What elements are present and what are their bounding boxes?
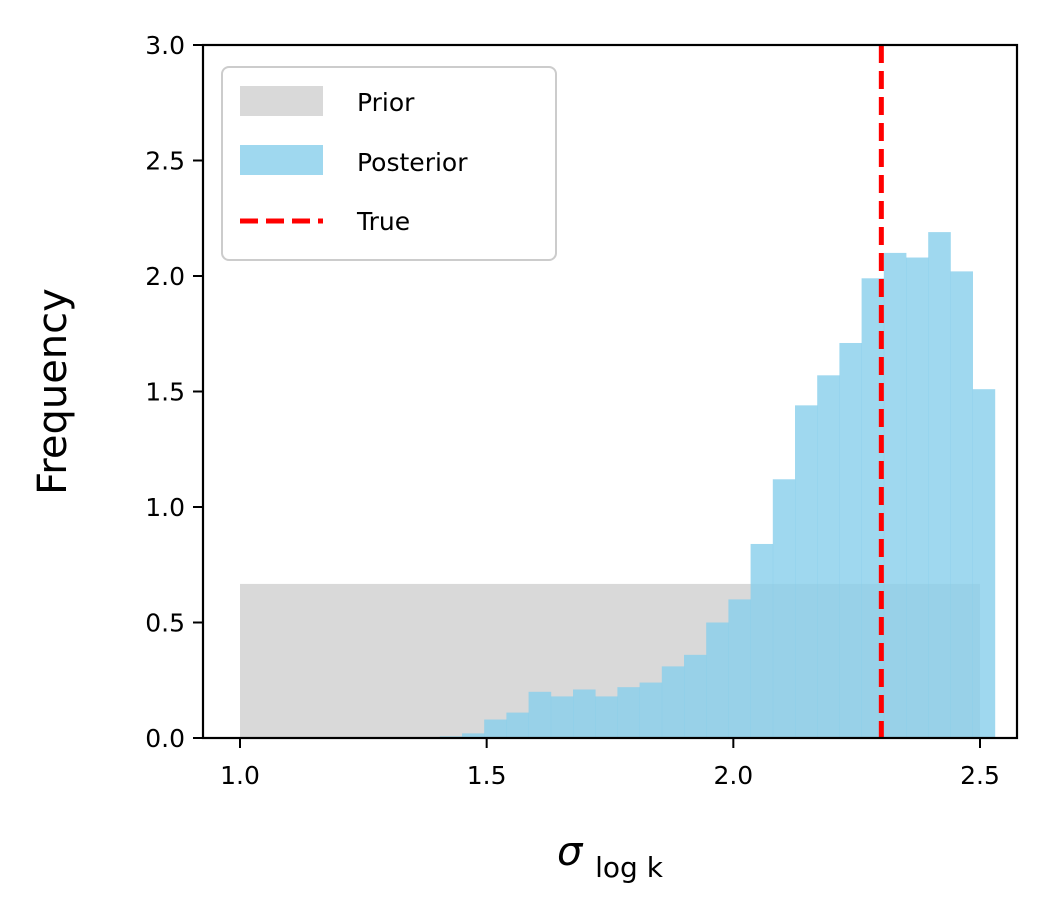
legend: Prior Posterior True bbox=[221, 66, 557, 261]
legend-posterior-swatch bbox=[240, 145, 323, 175]
posterior-bar bbox=[906, 257, 929, 738]
y-tick-label: 1.0 bbox=[145, 493, 185, 522]
x-tick-label: 1.5 bbox=[467, 761, 507, 790]
x-tick-label: 1.0 bbox=[220, 761, 260, 790]
x-tick-label: 2.5 bbox=[960, 761, 1000, 790]
posterior-bar bbox=[684, 654, 707, 738]
ticks-layer: 1.0 1.5 2.0 2.5 0.0 0.5 1.0 1.5 2.0 2.5 3.0 bbox=[145, 31, 1000, 790]
posterior-bar bbox=[750, 543, 774, 738]
posterior-bar bbox=[462, 733, 485, 738]
y-tick-label: 0.0 bbox=[145, 724, 185, 753]
legend-posterior-label: Posterior bbox=[357, 148, 468, 177]
posterior-bar bbox=[795, 405, 818, 738]
y-axis-title: Frequency bbox=[30, 288, 76, 495]
y-tick-label: 2.5 bbox=[145, 147, 185, 176]
posterior-bar bbox=[861, 278, 885, 738]
posterior-bar bbox=[617, 687, 640, 738]
posterior-bar bbox=[839, 342, 862, 738]
posterior-bar bbox=[639, 682, 663, 738]
posterior-bar bbox=[883, 252, 907, 738]
posterior-bar bbox=[817, 375, 840, 738]
legend-true-label: True bbox=[356, 207, 410, 236]
posterior-bar bbox=[706, 622, 729, 738]
legend-prior-swatch bbox=[240, 86, 323, 116]
legend-prior-label: Prior bbox=[357, 88, 415, 117]
x-axis-title: σ log k bbox=[557, 829, 664, 884]
posterior-bar bbox=[661, 666, 685, 738]
posterior-bar bbox=[928, 232, 951, 739]
posterior-bar bbox=[528, 691, 552, 738]
x-tick-label: 2.0 bbox=[713, 761, 753, 790]
y-tick-label: 0.5 bbox=[145, 609, 185, 638]
posterior-bar bbox=[506, 712, 529, 738]
x-axis-title-symbol: σ bbox=[557, 829, 584, 875]
y-tick-label: 2.0 bbox=[145, 262, 185, 291]
posterior-bar bbox=[573, 689, 596, 738]
x-axis-title-subscript: log k bbox=[595, 851, 664, 884]
posterior-bar bbox=[772, 479, 796, 738]
posterior-bar bbox=[595, 696, 618, 738]
posterior-bar bbox=[728, 599, 751, 738]
posterior-bar bbox=[550, 696, 574, 738]
posterior-bar bbox=[972, 389, 996, 738]
y-tick-label: 1.5 bbox=[145, 378, 185, 407]
y-tick-label: 3.0 bbox=[145, 31, 185, 60]
bars-layer bbox=[240, 232, 996, 739]
posterior-bar bbox=[484, 719, 507, 738]
posterior-bar bbox=[950, 271, 973, 738]
